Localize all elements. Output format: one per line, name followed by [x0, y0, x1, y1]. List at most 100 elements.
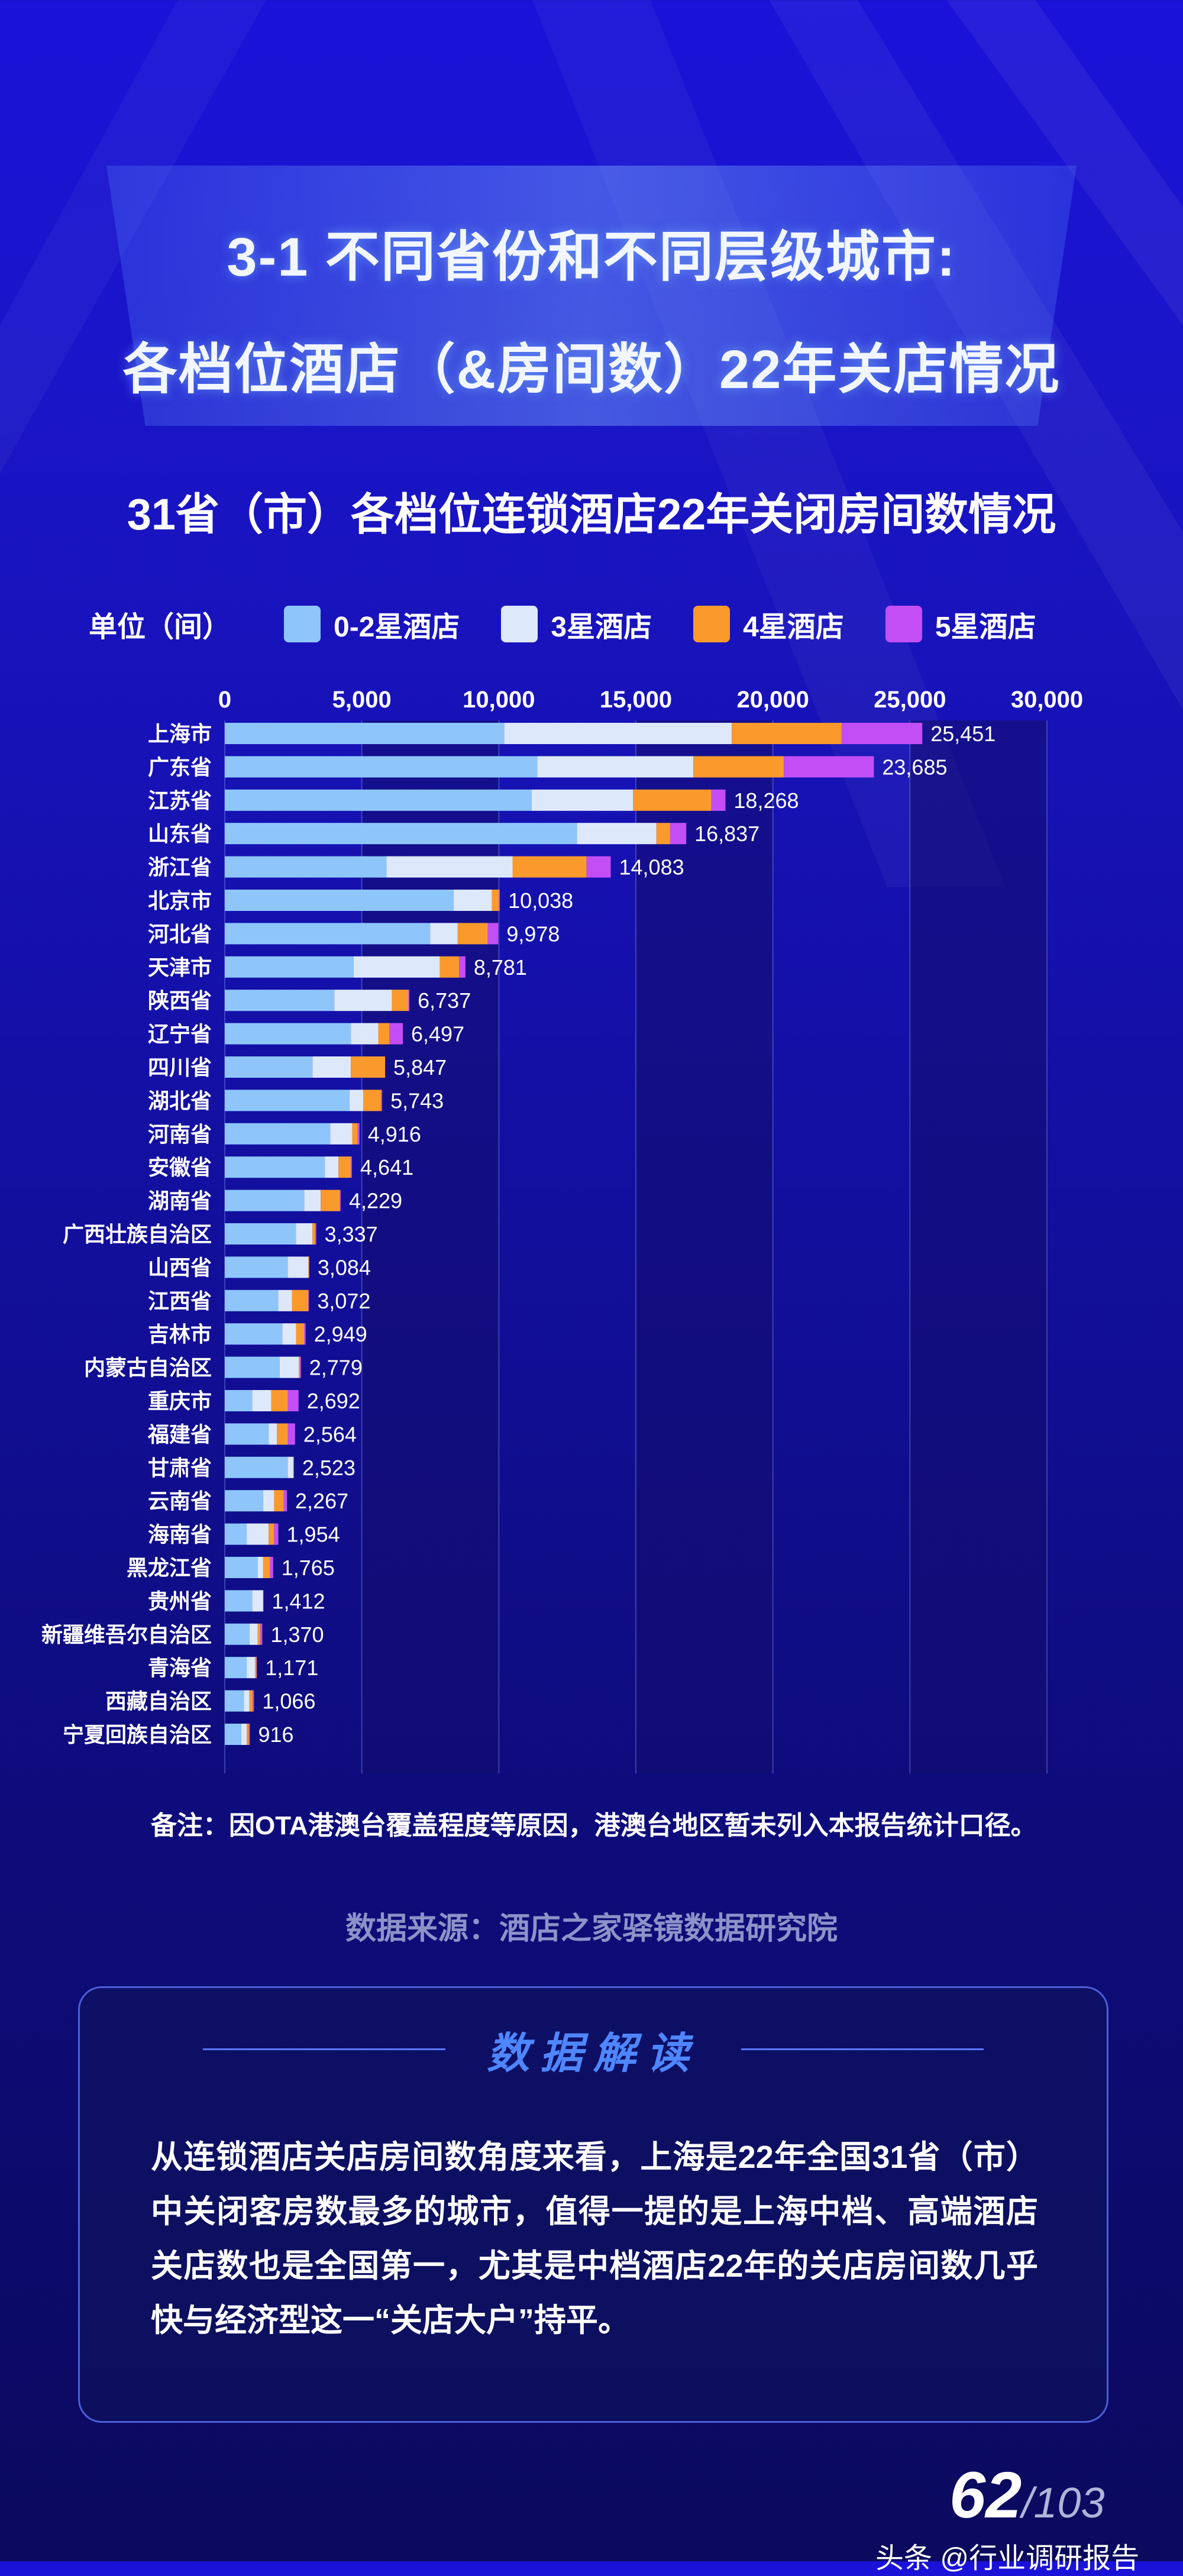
analysis-body: 从连锁酒店关店房间数角度来看，上海是22年全国31省（市）中关闭客房数最多的城市… [151, 2130, 1038, 2348]
x-tick-label-3: 15,000 [600, 687, 672, 713]
title-banner: 3-1 不同省份和不同层级城市: 各档位酒店（&房间数）22年关店情况 [106, 166, 1077, 426]
bar-segment-29-2 [250, 1691, 253, 1712]
bar-segment-20-3 [288, 1390, 299, 1411]
category-label-1: 广东省 [148, 755, 212, 779]
bar-segment-30-3 [249, 1724, 250, 1745]
bar-segment-7-1 [354, 956, 440, 978]
total-label-5: 10,038 [508, 888, 573, 913]
category-label-19: 内蒙古自治区 [84, 1356, 212, 1380]
total-label-10: 5,847 [393, 1055, 447, 1079]
bar-segment-18-3 [304, 1323, 305, 1344]
category-label-13: 安徽省 [148, 1155, 212, 1179]
total-label-1: 23,685 [882, 755, 947, 779]
grid-band-5 [910, 720, 1047, 1773]
legend-item-3-star: 3星酒店 [501, 603, 652, 645]
bar-segment-7-3 [459, 956, 466, 978]
bar-segment-20-1 [252, 1390, 271, 1411]
legend-label-3-star: 3星酒店 [551, 603, 652, 645]
bar-segment-6-1 [431, 923, 458, 944]
bar-segment-23-1 [263, 1490, 274, 1511]
bar-segment-11-1 [350, 1090, 363, 1111]
chart-legend: 单位（间） 0-2星酒店 3星酒店 4星酒店 5星酒店 [89, 600, 1078, 648]
page-number: 62/103 [949, 2458, 1105, 2533]
bar-segment-24-1 [247, 1524, 269, 1545]
bar-segment-25-1 [258, 1557, 263, 1578]
legend-swatch-0-2-star [284, 606, 321, 642]
total-label-28: 1,171 [265, 1656, 318, 1680]
chart-title: 31省（市）各档位连锁酒店22年关闭房间数情况 [0, 479, 1183, 542]
bar-segment-1-1 [537, 756, 693, 777]
bar-segment-12-0 [225, 1123, 330, 1145]
bar-segment-18-2 [296, 1323, 304, 1344]
bar-segment-5-1 [454, 890, 492, 911]
category-label-23: 云南省 [148, 1489, 212, 1513]
bar-segment-29-0 [225, 1691, 244, 1712]
legend-swatch-5-star [885, 606, 922, 642]
title-line-1: 3-1 不同省份和不同层级城市: [106, 213, 1077, 292]
title-line-2: 各档位酒店（&房间数）22年关店情况 [106, 325, 1077, 404]
bar-segment-26-0 [225, 1590, 252, 1611]
bar-segment-28-0 [225, 1657, 247, 1678]
category-label-22: 甘肃省 [148, 1456, 212, 1480]
bar-segment-1-0 [225, 756, 537, 777]
grid-band-1 [362, 720, 499, 1773]
category-label-7: 天津市 [148, 955, 212, 980]
bar-segment-18-1 [282, 1323, 296, 1344]
bar-segment-12-3 [358, 1123, 360, 1145]
bar-segment-10-2 [351, 1056, 385, 1078]
page-current: 62 [949, 2459, 1022, 2532]
category-label-26: 贵州省 [148, 1589, 212, 1613]
total-label-20: 2,692 [307, 1389, 360, 1413]
bar-segment-20-0 [225, 1390, 252, 1411]
bar-segment-3-3 [670, 823, 686, 844]
x-tick-label-6: 30,000 [1011, 687, 1083, 713]
bar-segment-15-1 [296, 1223, 312, 1245]
bar-segment-0-1 [505, 723, 732, 744]
category-label-17: 江西省 [148, 1289, 212, 1313]
bar-segment-0-3 [842, 723, 923, 744]
legend-item-5-star: 5星酒店 [885, 603, 1036, 645]
category-label-0: 上海市 [148, 722, 212, 746]
bar-segment-4-2 [513, 856, 587, 878]
total-label-30: 916 [258, 1722, 293, 1747]
category-label-9: 辽宁省 [148, 1022, 212, 1046]
category-label-8: 陕西省 [148, 988, 212, 1013]
total-label-9: 6,497 [411, 1022, 464, 1046]
category-label-28: 青海省 [148, 1656, 212, 1680]
total-label-24: 1,954 [287, 1523, 340, 1547]
bar-segment-3-0 [225, 823, 577, 844]
total-label-4: 14,083 [619, 855, 684, 880]
category-label-2: 江苏省 [148, 788, 212, 813]
bar-segment-29-1 [244, 1691, 249, 1712]
bar-segment-5-2 [492, 890, 499, 911]
x-tick-label-0: 0 [218, 687, 231, 713]
bar-segment-16-1 [288, 1256, 309, 1278]
bar-segment-23-3 [284, 1490, 287, 1511]
bar-segment-22-0 [225, 1457, 288, 1478]
bar-segment-23-2 [274, 1490, 283, 1511]
bar-segment-8-1 [334, 990, 392, 1011]
bar-segment-3-2 [657, 823, 670, 844]
total-label-23: 2,267 [295, 1489, 348, 1513]
bar-segment-24-3 [274, 1524, 278, 1545]
bar-segment-30-2 [247, 1724, 249, 1745]
category-label-11: 湖北省 [148, 1088, 212, 1113]
x-tick-label-4: 20,000 [736, 687, 809, 713]
legend-swatch-3-star [501, 606, 538, 642]
bar-segment-5-3 [499, 890, 500, 911]
footnote: 备注：因OTA港澳台覆盖程度等原因，港澳台地区暂未列入本报告统计口径。 [151, 1804, 1037, 1842]
category-label-21: 福建省 [147, 1422, 212, 1446]
bar-segment-15-2 [312, 1223, 315, 1245]
total-label-11: 5,743 [390, 1088, 444, 1113]
bar-segment-28-1 [247, 1657, 255, 1678]
bar-segment-15-0 [225, 1223, 296, 1245]
bar-segment-10-1 [312, 1056, 351, 1078]
watermark: 头条 @行业调研报告 [875, 2535, 1139, 2576]
category-label-10: 四川省 [148, 1055, 212, 1079]
bar-segment-4-3 [587, 856, 611, 878]
bar-segment-28-2 [255, 1657, 257, 1678]
bar-segment-23-0 [225, 1490, 263, 1511]
total-label-6: 9,978 [506, 922, 560, 946]
bar-segment-9-2 [378, 1023, 389, 1045]
bar-segment-21-0 [225, 1423, 269, 1444]
